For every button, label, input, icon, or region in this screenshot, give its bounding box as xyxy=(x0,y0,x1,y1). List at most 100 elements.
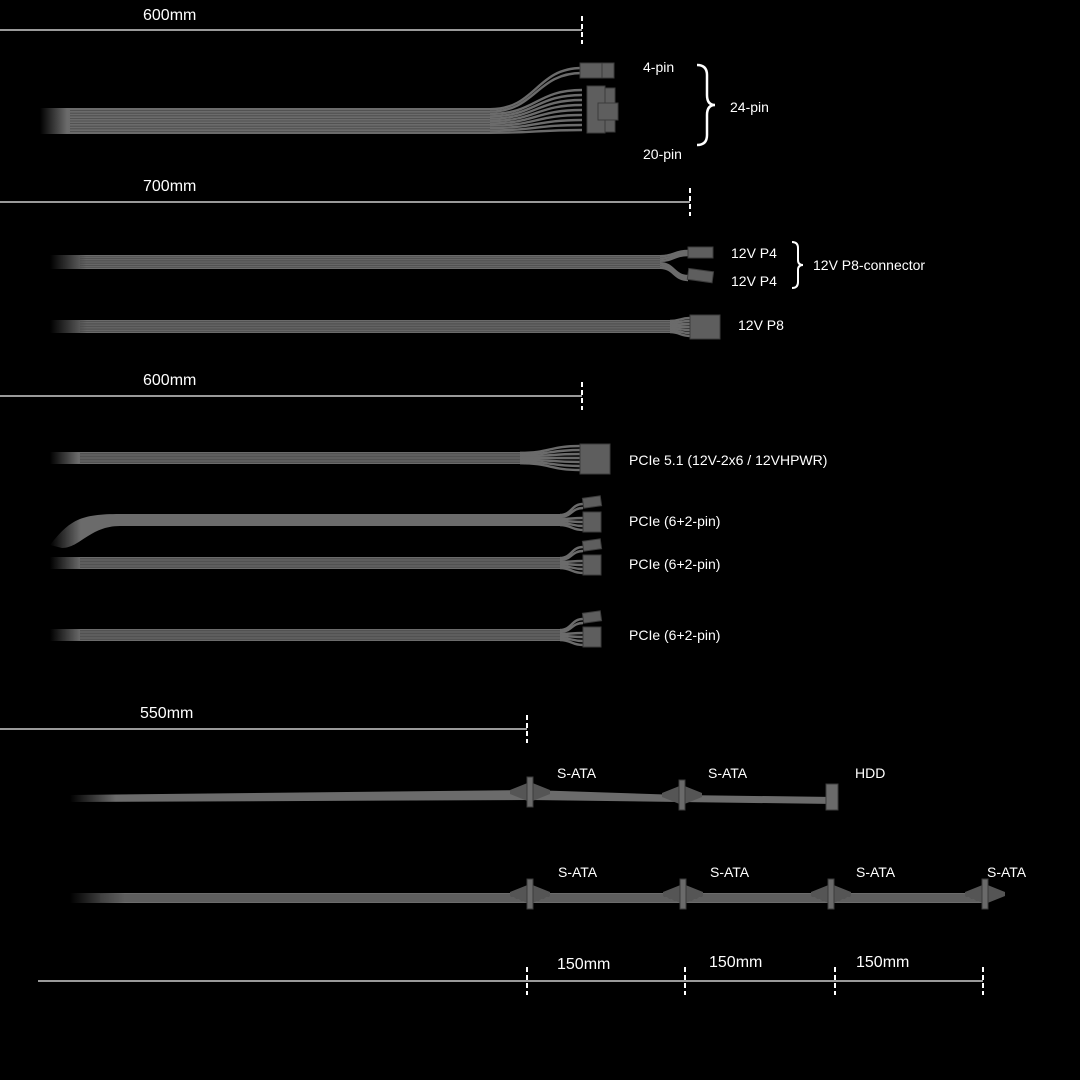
dimension-label-spacing-2: 150mm xyxy=(709,954,763,971)
label-sata2-1: S-ATA xyxy=(558,864,598,880)
cable-wire xyxy=(559,562,584,567)
sata-connector xyxy=(526,878,534,910)
cable-wire xyxy=(489,128,583,135)
dimension-label-sata: 550mm xyxy=(140,705,194,722)
connector-fan xyxy=(682,785,702,805)
connector-fan xyxy=(811,884,831,904)
cable-wire xyxy=(489,66,583,111)
cable-wire xyxy=(519,444,581,455)
sata-connector xyxy=(679,878,687,910)
label-pcie-c: PCIe (6+2-pin) xyxy=(629,627,721,643)
cable-wire xyxy=(559,617,584,632)
connector xyxy=(689,314,721,340)
label-pcie-b: PCIe (6+2-pin) xyxy=(629,556,721,572)
sata-connector xyxy=(827,878,835,910)
label-12v-p8-connector: 12V P8-connector xyxy=(813,257,926,273)
connector-fan xyxy=(662,785,682,805)
label-sata1-1: S-ATA xyxy=(557,765,597,781)
cable-wire xyxy=(559,506,584,519)
connector-fan xyxy=(510,782,530,802)
cable-wire xyxy=(559,636,584,643)
connector xyxy=(581,538,603,552)
cable-wire xyxy=(519,452,581,458)
cable-wire xyxy=(669,327,691,332)
label-12v-p4-a: 12V P4 xyxy=(731,245,777,261)
label-12v-p4-b: 12V P4 xyxy=(731,273,777,289)
dimension-label-spacing-1: 150mm xyxy=(557,956,611,973)
connector xyxy=(582,626,602,648)
cable-wire xyxy=(559,566,584,575)
cable-wire xyxy=(559,549,584,562)
label-4-pin: 4-pin xyxy=(643,59,675,75)
cable-wire xyxy=(559,519,584,524)
cable-wire xyxy=(659,253,689,263)
label-sata2-3: S-ATA xyxy=(856,864,896,880)
label-sata1-2: S-ATA xyxy=(708,765,748,781)
cable-wire xyxy=(489,88,583,116)
cable-wire xyxy=(519,458,581,464)
cable-wire xyxy=(669,329,691,335)
cable-wire xyxy=(659,249,689,258)
connector-fan xyxy=(663,884,683,904)
connector-fan xyxy=(530,782,550,802)
dimension-lines xyxy=(0,16,984,995)
connector xyxy=(579,62,603,79)
cable-wire xyxy=(559,564,584,571)
cable-wire xyxy=(559,634,584,639)
cable-ribbon xyxy=(70,790,835,804)
label-pcie5: PCIe 5.1 (12V-2x6 / 12VHPWR) xyxy=(629,452,828,468)
connector-fan xyxy=(530,884,550,904)
cable-wire xyxy=(559,638,584,647)
label-pcie-a: PCIe (6+2-pin) xyxy=(629,513,721,529)
cable-wire xyxy=(669,319,691,324)
cable-wire xyxy=(489,113,583,127)
brace-24-pin xyxy=(696,63,716,147)
cable-wire xyxy=(659,264,689,280)
cable-wire xyxy=(489,71,583,113)
connector xyxy=(687,246,714,259)
connector-fan xyxy=(831,884,851,904)
cable-wire xyxy=(489,123,583,132)
cable-wire xyxy=(659,251,689,260)
cable-wire xyxy=(489,93,583,118)
label-sata2-2: S-ATA xyxy=(710,864,750,880)
cable-wire xyxy=(489,103,583,123)
connector-fan xyxy=(683,884,703,904)
brace-12v-p8 xyxy=(791,241,804,289)
cable-wire xyxy=(559,523,584,532)
label-hdd: HDD xyxy=(855,765,886,781)
cable-wire xyxy=(519,448,581,456)
dimension-label-cpu: 700mm xyxy=(143,178,197,195)
connector-fan xyxy=(985,884,1005,904)
cable-wire xyxy=(669,330,691,338)
cable-wire xyxy=(669,322,691,326)
connector xyxy=(601,62,615,79)
connector xyxy=(582,554,602,576)
cable-wire xyxy=(559,559,584,564)
dimension-label-pcie: 600mm xyxy=(143,372,197,389)
cable-wire xyxy=(559,621,584,634)
sata-connector xyxy=(981,878,989,910)
connector xyxy=(581,610,603,624)
connector-fan xyxy=(965,884,985,904)
cable-wire xyxy=(559,631,584,636)
connector xyxy=(686,267,715,284)
hdd-molex-connector xyxy=(825,783,839,811)
label-12v-p8: 12V P8 xyxy=(738,317,784,333)
cable-wire xyxy=(669,316,691,323)
cable-wire xyxy=(519,461,581,472)
cable-wire xyxy=(559,545,584,560)
label-24-pin: 24-pin xyxy=(730,99,769,115)
cable-wire xyxy=(519,460,581,468)
cable-wire xyxy=(489,108,583,125)
cable-wire xyxy=(489,118,583,130)
dimension-label-spacing-3: 150mm xyxy=(856,954,910,971)
cable-wire xyxy=(659,266,689,282)
cables xyxy=(40,62,1005,910)
label-sata2-4: S-ATA xyxy=(987,864,1027,880)
connector xyxy=(581,495,603,509)
cable-wire xyxy=(559,521,584,528)
cable-wire xyxy=(659,261,689,278)
cable-wire xyxy=(559,516,584,521)
